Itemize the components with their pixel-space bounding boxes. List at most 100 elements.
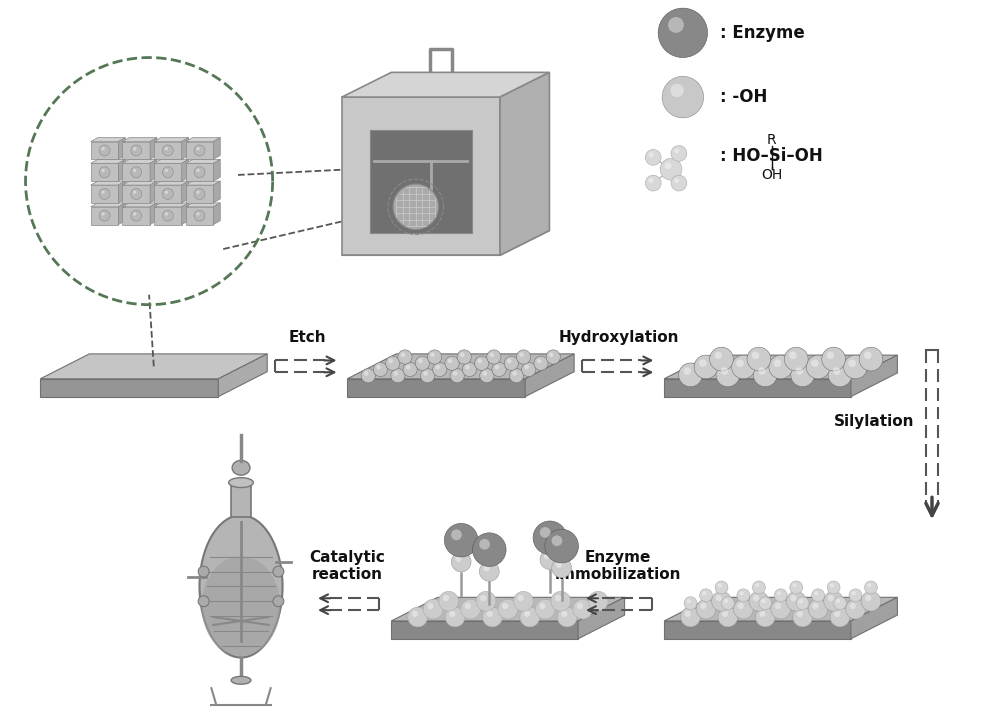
Circle shape xyxy=(423,599,443,619)
Circle shape xyxy=(716,595,722,601)
Circle shape xyxy=(435,365,440,369)
Circle shape xyxy=(131,210,142,221)
Circle shape xyxy=(194,145,205,156)
Text: OH: OH xyxy=(761,168,782,182)
Circle shape xyxy=(685,611,691,617)
Polygon shape xyxy=(218,354,267,397)
Text: Hydroxylation: Hydroxylation xyxy=(559,329,679,345)
Circle shape xyxy=(461,599,480,619)
Circle shape xyxy=(790,595,797,601)
Circle shape xyxy=(101,147,105,151)
Polygon shape xyxy=(342,230,549,256)
Polygon shape xyxy=(186,181,220,185)
Circle shape xyxy=(833,367,840,375)
Polygon shape xyxy=(851,597,897,639)
Circle shape xyxy=(453,371,457,376)
Polygon shape xyxy=(182,159,189,181)
Circle shape xyxy=(681,607,700,627)
Circle shape xyxy=(465,365,470,369)
Circle shape xyxy=(846,599,865,619)
Circle shape xyxy=(479,539,490,550)
Circle shape xyxy=(99,210,110,221)
Circle shape xyxy=(771,599,791,619)
Polygon shape xyxy=(347,354,574,379)
Circle shape xyxy=(732,355,755,379)
FancyBboxPatch shape xyxy=(186,164,213,181)
Circle shape xyxy=(194,188,205,199)
Circle shape xyxy=(545,529,578,563)
Circle shape xyxy=(850,603,856,609)
Circle shape xyxy=(524,365,529,369)
Circle shape xyxy=(671,146,687,161)
FancyBboxPatch shape xyxy=(91,185,118,203)
Polygon shape xyxy=(186,203,220,207)
Polygon shape xyxy=(118,138,125,159)
Circle shape xyxy=(660,159,682,180)
Circle shape xyxy=(826,351,834,359)
Circle shape xyxy=(490,353,494,357)
Circle shape xyxy=(671,175,687,191)
Circle shape xyxy=(450,369,464,383)
Circle shape xyxy=(483,565,490,571)
Circle shape xyxy=(852,592,856,595)
Circle shape xyxy=(716,363,740,387)
Circle shape xyxy=(415,356,429,371)
Polygon shape xyxy=(91,138,125,142)
Circle shape xyxy=(477,358,482,363)
Circle shape xyxy=(592,595,599,601)
Circle shape xyxy=(162,210,173,221)
Circle shape xyxy=(448,358,452,363)
FancyBboxPatch shape xyxy=(122,142,150,159)
Circle shape xyxy=(555,595,561,601)
Circle shape xyxy=(486,611,493,617)
Polygon shape xyxy=(213,203,220,224)
Ellipse shape xyxy=(229,478,253,487)
Polygon shape xyxy=(213,159,220,181)
Circle shape xyxy=(502,603,508,609)
Circle shape xyxy=(133,212,136,216)
Circle shape xyxy=(827,581,840,594)
Circle shape xyxy=(537,358,541,363)
Circle shape xyxy=(710,348,733,371)
Polygon shape xyxy=(391,597,625,621)
Polygon shape xyxy=(186,159,220,164)
FancyBboxPatch shape xyxy=(91,142,118,159)
Circle shape xyxy=(573,599,593,619)
Ellipse shape xyxy=(202,556,280,656)
Circle shape xyxy=(867,584,871,587)
Circle shape xyxy=(791,363,814,387)
Polygon shape xyxy=(40,354,267,379)
Circle shape xyxy=(718,584,722,587)
Circle shape xyxy=(524,611,530,617)
Circle shape xyxy=(439,592,459,611)
Circle shape xyxy=(388,358,393,363)
Circle shape xyxy=(162,167,173,177)
Circle shape xyxy=(758,367,766,375)
Circle shape xyxy=(427,350,442,364)
Circle shape xyxy=(99,188,110,199)
Circle shape xyxy=(737,603,744,609)
Circle shape xyxy=(534,356,548,371)
Circle shape xyxy=(789,351,797,359)
Circle shape xyxy=(786,592,806,611)
Text: : Enzyme: : Enzyme xyxy=(720,24,805,42)
Polygon shape xyxy=(213,138,220,159)
Circle shape xyxy=(812,603,819,609)
Circle shape xyxy=(165,147,168,151)
Circle shape xyxy=(472,533,506,566)
Circle shape xyxy=(393,184,439,230)
Circle shape xyxy=(861,592,881,611)
Polygon shape xyxy=(150,203,157,224)
Circle shape xyxy=(777,592,781,595)
Circle shape xyxy=(364,371,369,376)
Polygon shape xyxy=(342,97,500,256)
Circle shape xyxy=(498,599,518,619)
Circle shape xyxy=(859,348,883,371)
Circle shape xyxy=(799,599,803,603)
Circle shape xyxy=(699,359,706,367)
Circle shape xyxy=(462,362,477,376)
Circle shape xyxy=(398,350,412,364)
Circle shape xyxy=(721,597,734,610)
Circle shape xyxy=(865,595,871,601)
Circle shape xyxy=(101,212,105,216)
